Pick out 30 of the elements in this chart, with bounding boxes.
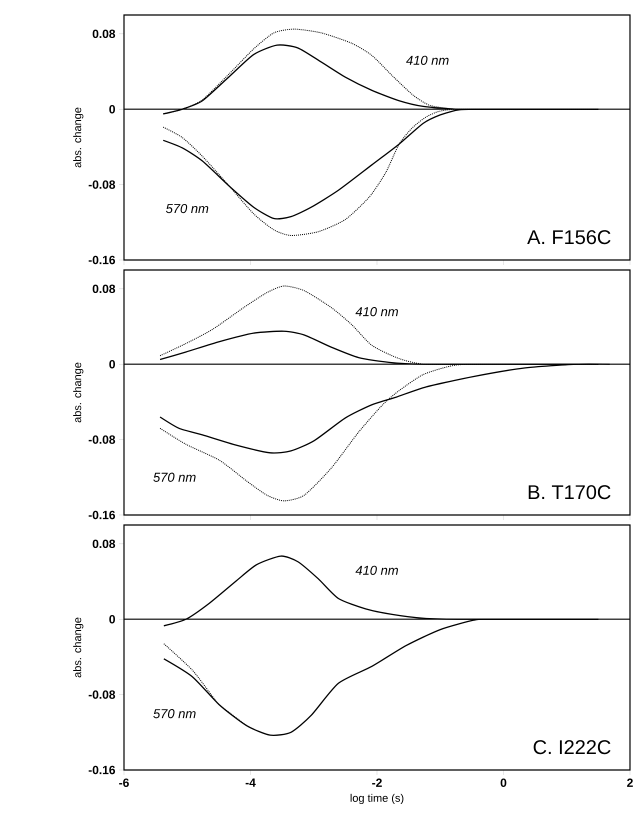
x-tick-label: 0 [500,778,506,787]
annotation: B. T170C [528,485,611,500]
annotation: C. I222C [534,740,611,754]
y-tick-label: 0 [109,360,115,368]
y-axis-title: abs. change [73,362,84,422]
y-tick-label: -0.08 [88,690,116,699]
x-tick-label: -2 [372,778,382,787]
annotation: A. F156C [527,230,611,244]
x-tick-label: -4 [246,778,256,787]
annotation: 570 nm [153,472,196,482]
y-tick-label: 0.08 [92,284,116,294]
annotation: 410 nm [406,56,449,65]
y-tick-label: -0.16 [88,766,116,774]
y-tick-label: -0.16 [88,256,116,264]
y-axis-title: abs. change [73,108,84,168]
y-tick-label: 0 [109,614,115,624]
y-tick-label: -0.08 [88,180,116,189]
y-tick-label: 0.08 [92,30,116,38]
x-tick-label: -6 [119,778,129,787]
annotation: 410 nm [355,307,398,316]
y-tick-label: 0.08 [92,540,116,548]
y-axis-title: abs. change [73,618,84,678]
y-tick-label: -0.16 [88,510,116,520]
y-tick-label: 0 [109,104,115,114]
annotation: 570 nm [153,709,196,718]
annotation: 570 nm [166,204,208,214]
y-tick-label: -0.08 [88,435,116,444]
annotation: 410 nm [355,566,398,575]
x-tick-label: 2 [627,778,633,787]
x-axis-title: log time (s) [350,794,404,804]
